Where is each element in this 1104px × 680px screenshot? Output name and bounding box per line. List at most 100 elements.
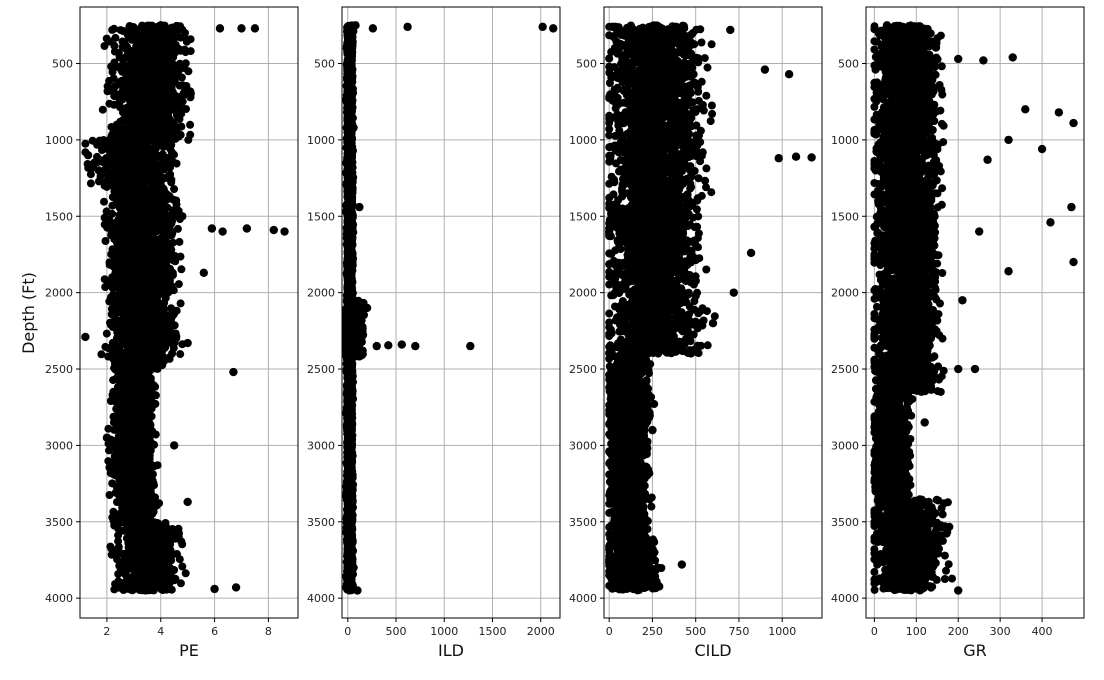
data-point (81, 139, 90, 148)
data-point (101, 342, 110, 351)
data-point (122, 494, 131, 503)
data-point (164, 585, 173, 594)
data-point (111, 33, 120, 42)
data-point (114, 420, 123, 429)
data-point (124, 118, 133, 127)
data-point (167, 147, 176, 156)
data-point (98, 158, 107, 167)
data-point (121, 340, 130, 349)
data-point (128, 25, 137, 34)
data-point (172, 200, 181, 209)
data-point (157, 544, 166, 553)
data-point (116, 26, 125, 35)
data-point (118, 126, 127, 135)
data-point (125, 515, 134, 524)
data-point (137, 70, 146, 79)
data-point (110, 250, 118, 259)
data-point (105, 297, 114, 306)
data-point (100, 197, 108, 206)
data-point (108, 284, 117, 292)
data-point (177, 122, 186, 131)
data-point (170, 92, 179, 101)
data-point (111, 167, 120, 176)
data-point (168, 525, 177, 533)
data-point (171, 574, 180, 583)
data-point (120, 321, 129, 330)
data-point (136, 518, 145, 527)
data-point (155, 270, 164, 279)
data-point (135, 498, 144, 507)
data-point (159, 531, 168, 540)
data-point (129, 521, 138, 530)
data-point (145, 473, 153, 482)
data-point (100, 42, 109, 50)
data-point (120, 553, 129, 562)
data-point (138, 567, 147, 576)
data-point (157, 215, 166, 224)
data-point (119, 226, 128, 235)
data-point (161, 234, 170, 243)
data-point (122, 439, 131, 448)
data-point (152, 201, 161, 210)
data-point (112, 174, 120, 183)
data-point (97, 350, 106, 359)
data-point (147, 387, 156, 396)
data-point (145, 295, 154, 304)
data-point (123, 297, 132, 306)
data-point (114, 48, 123, 57)
data-point (107, 544, 116, 553)
data-point (173, 224, 182, 233)
data-point (120, 477, 128, 486)
data-point (172, 21, 181, 30)
data-point (165, 354, 174, 363)
data-point (122, 142, 131, 151)
data-point (160, 299, 169, 307)
data-point (112, 126, 121, 135)
data-point (125, 230, 134, 239)
data-point (181, 569, 190, 578)
data-point (151, 283, 160, 292)
data-point (108, 25, 117, 34)
data-point (154, 195, 163, 204)
data-point (107, 221, 116, 230)
data-point (86, 170, 95, 179)
data-point (176, 579, 185, 588)
data-point (170, 252, 179, 260)
data-point (150, 182, 159, 191)
data-point (127, 535, 136, 544)
y-axis-label: Depth (Ft) (19, 272, 38, 354)
data-point (186, 130, 195, 139)
data-point (154, 163, 163, 172)
data-point (165, 324, 174, 333)
data-point (93, 152, 101, 161)
data-point (114, 531, 123, 540)
data-point (166, 137, 174, 146)
data-point (140, 481, 148, 490)
data-point (105, 99, 114, 108)
data-point (165, 542, 174, 551)
data-point (105, 491, 114, 499)
data-point (186, 120, 195, 129)
data-point (107, 550, 116, 559)
data-point (166, 225, 174, 234)
data-point (148, 152, 157, 161)
data-point (178, 540, 187, 549)
data-point (139, 242, 148, 251)
data-point (110, 183, 119, 192)
data-point (158, 333, 167, 342)
data-point (172, 334, 181, 343)
data-point (149, 543, 158, 552)
data-point (121, 570, 130, 579)
data-point (175, 555, 184, 564)
data-point (133, 459, 142, 468)
data-point (155, 499, 164, 508)
data-point (158, 254, 167, 263)
data-point (99, 136, 108, 144)
data-point (100, 220, 109, 229)
data-point (169, 118, 178, 127)
data-point (120, 68, 129, 77)
data-point (159, 93, 168, 102)
data-point (117, 181, 126, 190)
data-point (123, 103, 132, 112)
